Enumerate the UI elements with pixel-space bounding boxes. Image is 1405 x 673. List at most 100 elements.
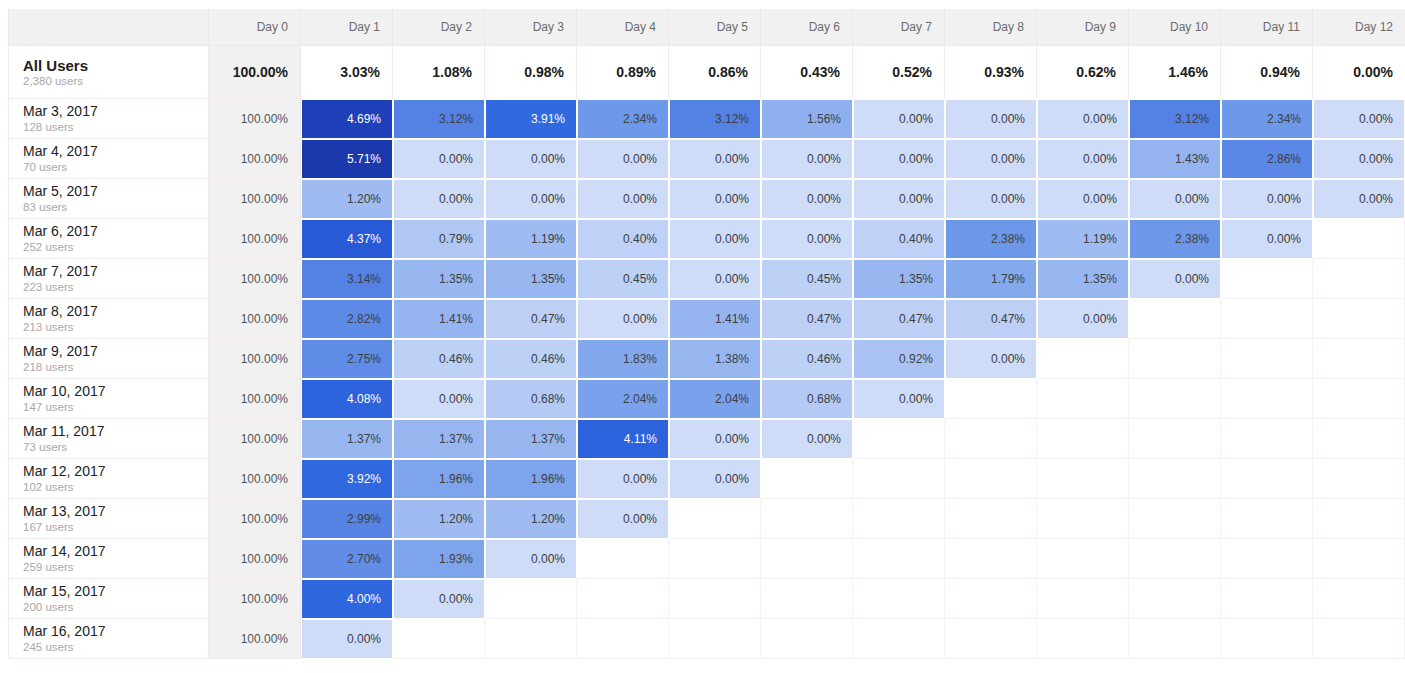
heat-cell-day-1: 5.71% xyxy=(301,139,393,179)
cohort-date-label: Mar 16, 2017 xyxy=(23,623,208,640)
cohort-row: Mar 8, 2017213 users100.00%2.82%1.41%0.4… xyxy=(8,299,1405,339)
empty-cell xyxy=(1221,259,1313,299)
heat-cell-day-7: 0.92% xyxy=(853,339,945,379)
table-header: Day 0Day 1Day 2Day 3Day 4Day 5Day 6Day 7… xyxy=(8,9,1405,46)
cohort-row-label: Mar 16, 2017245 users xyxy=(8,619,209,659)
empty-cell xyxy=(1129,579,1221,619)
empty-cell xyxy=(1313,619,1405,659)
heat-cell-day-7: 1.35% xyxy=(853,259,945,299)
cohort-row: Mar 6, 2017252 users100.00%4.37%0.79%1.1… xyxy=(8,219,1405,259)
cohort-day0-value: 100.00% xyxy=(209,419,301,459)
cohort-row: Mar 16, 2017245 users100.00%0.00% xyxy=(8,619,1405,659)
heat-cell-day-10: 1.43% xyxy=(1129,139,1221,179)
empty-cell xyxy=(1313,579,1405,619)
cohort-user-count: 223 users xyxy=(23,280,208,294)
empty-cell xyxy=(1129,339,1221,379)
heat-cell-day-11: 2.86% xyxy=(1221,139,1313,179)
cohort-row-label: Mar 5, 201783 users xyxy=(8,179,209,219)
cohort-user-count: 167 users xyxy=(23,520,208,534)
heat-cell-day-6: 1.56% xyxy=(761,99,853,139)
heat-cell-day-6: 0.47% xyxy=(761,299,853,339)
heat-cell-day-6: 0.45% xyxy=(761,259,853,299)
cohort-user-count: 200 users xyxy=(23,600,208,614)
cohort-date-label: Mar 8, 2017 xyxy=(23,303,208,320)
empty-cell xyxy=(945,419,1037,459)
summary-value-day-10: 1.46% xyxy=(1129,46,1221,99)
cohort-row-label: Mar 4, 201770 users xyxy=(8,139,209,179)
heat-cell-day-11: 2.34% xyxy=(1221,99,1313,139)
cohort-user-count: 83 users xyxy=(23,200,208,214)
heat-cell-day-3: 0.47% xyxy=(485,299,577,339)
empty-cell xyxy=(1221,539,1313,579)
heat-cell-day-9: 1.35% xyxy=(1037,259,1129,299)
column-header-day-10: Day 10 xyxy=(1129,9,1221,46)
empty-cell xyxy=(853,619,945,659)
heat-cell-day-4: 2.04% xyxy=(577,379,669,419)
empty-cell xyxy=(1313,219,1405,259)
heat-cell-day-5: 0.00% xyxy=(669,259,761,299)
empty-cell xyxy=(1037,379,1129,419)
cohort-day0-value: 100.00% xyxy=(209,459,301,499)
empty-cell xyxy=(1037,419,1129,459)
cohort-row: Mar 3, 2017128 users100.00%4.69%3.12%3.9… xyxy=(8,99,1405,139)
heat-cell-day-4: 1.83% xyxy=(577,339,669,379)
empty-cell xyxy=(1129,619,1221,659)
empty-cell xyxy=(761,579,853,619)
heat-cell-day-1: 4.00% xyxy=(301,579,393,619)
empty-cell xyxy=(1221,579,1313,619)
cohort-row: Mar 14, 2017259 users100.00%2.70%1.93%0.… xyxy=(8,539,1405,579)
cohort-row-label: Mar 6, 2017252 users xyxy=(8,219,209,259)
heat-cell-day-10: 2.38% xyxy=(1129,219,1221,259)
heat-cell-day-7: 0.00% xyxy=(853,179,945,219)
column-header-day-6: Day 6 xyxy=(761,9,853,46)
heat-cell-day-4: 0.40% xyxy=(577,219,669,259)
heat-cell-day-5: 0.00% xyxy=(669,219,761,259)
heat-cell-day-3: 3.91% xyxy=(485,99,577,139)
summary-value-day-12: 0.00% xyxy=(1313,46,1405,99)
heat-cell-day-9: 0.00% xyxy=(1037,139,1129,179)
cohort-row-label: Mar 9, 2017218 users xyxy=(8,339,209,379)
heat-cell-day-12: 0.00% xyxy=(1313,139,1405,179)
heat-cell-day-3: 1.35% xyxy=(485,259,577,299)
cohort-row-label: Mar 8, 2017213 users xyxy=(8,299,209,339)
heat-cell-day-1: 3.14% xyxy=(301,259,393,299)
heat-cell-day-4: 0.45% xyxy=(577,259,669,299)
cohort-row: Mar 4, 201770 users100.00%5.71%0.00%0.00… xyxy=(8,139,1405,179)
cohort-row-label: Mar 13, 2017167 users xyxy=(8,499,209,539)
column-header-day-9: Day 9 xyxy=(1037,9,1129,46)
empty-cell xyxy=(577,539,669,579)
heat-cell-day-8: 1.79% xyxy=(945,259,1037,299)
header-corner-cell xyxy=(8,9,209,46)
summary-value-day-6: 0.43% xyxy=(761,46,853,99)
empty-cell xyxy=(485,619,577,659)
heat-cell-day-4: 0.00% xyxy=(577,299,669,339)
heat-cell-day-2: 0.00% xyxy=(393,379,485,419)
empty-cell xyxy=(853,539,945,579)
heat-cell-day-8: 0.00% xyxy=(945,179,1037,219)
cohort-day0-value: 100.00% xyxy=(209,379,301,419)
cohort-date-label: Mar 14, 2017 xyxy=(23,543,208,560)
cohort-day0-value: 100.00% xyxy=(209,539,301,579)
empty-cell xyxy=(669,579,761,619)
empty-cell xyxy=(853,419,945,459)
heat-cell-day-1: 2.82% xyxy=(301,299,393,339)
cohort-user-count: 259 users xyxy=(23,560,208,574)
heat-cell-day-2: 0.00% xyxy=(393,139,485,179)
cohort-date-label: Mar 10, 2017 xyxy=(23,383,208,400)
empty-cell xyxy=(1221,499,1313,539)
empty-cell xyxy=(1221,339,1313,379)
heat-cell-day-3: 0.00% xyxy=(485,179,577,219)
empty-cell xyxy=(1129,499,1221,539)
empty-cell xyxy=(1037,539,1129,579)
column-header-day-12: Day 12 xyxy=(1313,9,1405,46)
heat-cell-day-1: 1.37% xyxy=(301,419,393,459)
heat-cell-day-7: 0.47% xyxy=(853,299,945,339)
cohort-user-count: 245 users xyxy=(23,640,208,654)
heat-cell-day-2: 1.37% xyxy=(393,419,485,459)
cohort-user-count: 102 users xyxy=(23,480,208,494)
heat-cell-day-6: 0.00% xyxy=(761,419,853,459)
empty-cell xyxy=(761,459,853,499)
heat-cell-day-5: 0.00% xyxy=(669,179,761,219)
heat-cell-day-3: 0.68% xyxy=(485,379,577,419)
cohort-row-label: Mar 11, 201773 users xyxy=(8,419,209,459)
